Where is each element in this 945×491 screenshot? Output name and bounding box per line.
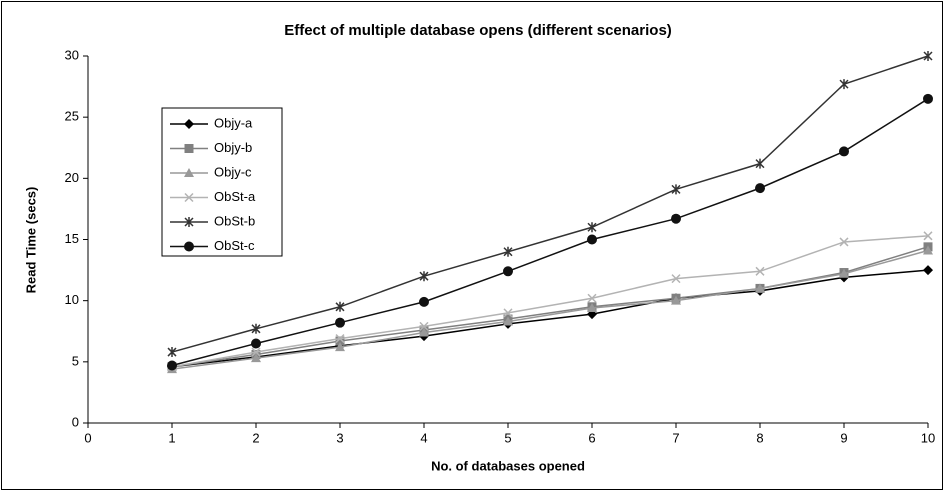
- legend-box: [161, 107, 283, 257]
- x-tick-label: 5: [504, 430, 511, 445]
- series-line: [171, 98, 929, 367]
- marker: [755, 183, 765, 194]
- x-axis-label: No. of databases opened: [431, 458, 585, 473]
- y-tick-label: 15: [65, 231, 79, 246]
- marker: [184, 119, 194, 129]
- y-tick-label: 10: [65, 292, 79, 307]
- marker: [335, 317, 345, 328]
- marker: [671, 295, 681, 305]
- marker: [184, 144, 194, 153]
- legend-label: ObSt-b: [214, 213, 255, 228]
- x-tick-label: 6: [588, 430, 595, 445]
- marker: [587, 222, 597, 233]
- x-tick-label: 9: [840, 430, 847, 445]
- marker: [587, 293, 597, 303]
- marker: [755, 158, 765, 169]
- marker: [251, 353, 261, 363]
- y-axis-label: Read Time (secs): [23, 187, 38, 294]
- marker: [923, 265, 933, 276]
- marker: [839, 237, 849, 247]
- marker: [503, 266, 513, 277]
- marker: [839, 146, 849, 157]
- y-tick-label: 5: [72, 353, 79, 368]
- marker: [335, 336, 345, 346]
- marker: [671, 274, 681, 284]
- marker: [671, 213, 681, 224]
- marker: [167, 347, 177, 358]
- y-tick-label: 30: [65, 47, 79, 62]
- series-line: [171, 235, 929, 368]
- legend-label: ObSt-c: [214, 238, 255, 253]
- marker: [587, 234, 597, 245]
- x-tick-label: 8: [756, 430, 763, 445]
- marker: [335, 301, 345, 312]
- chart-title: Effect of multiple database opens (diffe…: [284, 22, 672, 39]
- series-line: [171, 55, 929, 353]
- x-tick-label: 2: [252, 430, 259, 445]
- marker: [419, 321, 429, 331]
- marker: [587, 303, 597, 313]
- marker: [503, 308, 513, 318]
- marker: [923, 231, 933, 241]
- legend-label: ObSt-a: [214, 189, 256, 204]
- x-tick-label: 4: [420, 430, 427, 445]
- x-tick-label: 3: [336, 430, 343, 445]
- marker: [251, 323, 261, 334]
- marker: [335, 342, 345, 352]
- y-tick-label: 20: [65, 170, 79, 185]
- marker: [503, 316, 513, 326]
- marker: [335, 334, 345, 344]
- marker: [671, 184, 681, 195]
- series-line: [171, 249, 929, 370]
- marker: [923, 93, 933, 104]
- marker: [923, 51, 933, 61]
- marker: [251, 347, 261, 357]
- marker: [167, 360, 177, 371]
- y-tick-label: 25: [65, 109, 79, 124]
- marker: [503, 246, 513, 257]
- marker: [923, 245, 933, 255]
- series-line: [171, 269, 929, 368]
- marker: [755, 283, 765, 293]
- marker: [419, 271, 429, 282]
- marker: [251, 338, 261, 349]
- x-tick-label: 7: [672, 430, 679, 445]
- marker: [184, 192, 194, 203]
- legend-label: Objy-a: [214, 115, 253, 130]
- marker: [419, 327, 429, 337]
- x-tick-label: 10: [921, 430, 935, 445]
- x-tick-label: 0: [84, 430, 91, 445]
- marker: [839, 268, 849, 278]
- y-tick-label: 0: [72, 414, 79, 429]
- legend-label: Objy-c: [214, 164, 252, 179]
- legend-label: Objy-b: [214, 140, 252, 155]
- marker: [419, 296, 429, 307]
- marker: [184, 217, 194, 227]
- x-tick-label: 1: [168, 430, 175, 445]
- marker: [839, 79, 849, 90]
- marker: [755, 266, 765, 276]
- marker: [184, 241, 194, 252]
- marker: [184, 168, 194, 177]
